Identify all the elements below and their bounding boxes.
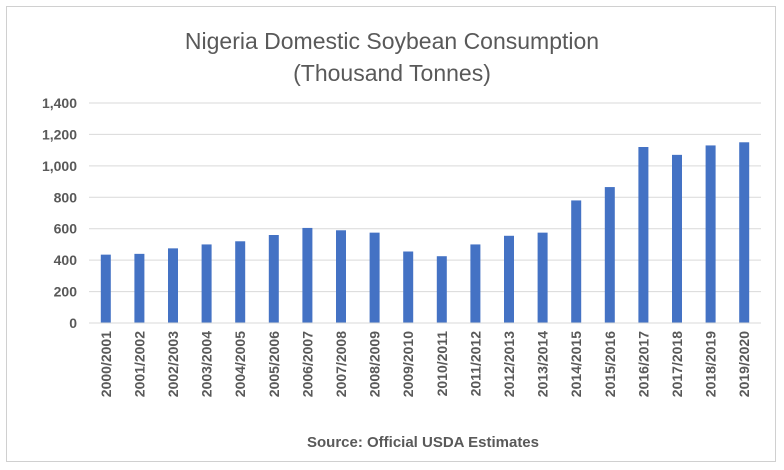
y-tick-label: 1,000 <box>42 158 77 174</box>
x-category-label: 2011/2012 <box>467 331 483 397</box>
bar-chart: Nigeria Domestic Soybean Consumption (Th… <box>42 28 761 451</box>
bar-2018-2019 <box>705 145 716 323</box>
x-category-label: 2018/2019 <box>703 331 719 397</box>
bar-2001-2002 <box>134 253 145 323</box>
bar-2017-2018 <box>672 154 682 323</box>
x-category-label: 2003/2004 <box>199 331 215 397</box>
x-category-label: 2013/2014 <box>535 331 551 397</box>
x-axis-categories: 2000/2001 2001/2002 2002/2003 2003/2004 2004… <box>98 331 752 397</box>
bar-2013-2014 <box>537 232 548 323</box>
x-category-label: 2007/2008 <box>333 331 349 397</box>
source-note: Source: Official USDA Estimates <box>307 434 539 451</box>
y-tick-label: 400 <box>54 252 78 268</box>
chart-subtitle: (Thousand Tonnes) <box>293 60 491 86</box>
bar-2004-2005 <box>235 241 246 323</box>
bar-2002-2003 <box>168 248 178 323</box>
x-category-label: 2015/2016 <box>602 331 618 397</box>
bar-2005-2006 <box>268 235 279 323</box>
x-category-label: 2016/2017 <box>635 331 651 397</box>
bar-2015-2016 <box>604 187 615 323</box>
x-category-label: 2009/2010 <box>400 331 416 397</box>
bar-2009-2010 <box>403 251 414 323</box>
x-category-label: 2014/2015 <box>568 331 584 397</box>
bar-2003-2004 <box>201 244 212 323</box>
y-tick-label: 800 <box>54 189 78 205</box>
chart-title: Nigeria Domestic Soybean Consumption <box>185 28 599 54</box>
x-category-label: 2012/2013 <box>501 331 517 397</box>
x-category-label: 2017/2018 <box>669 331 685 397</box>
x-category-label: 2006/2007 <box>299 331 315 397</box>
bar-2010-2011 <box>436 256 447 323</box>
y-axis-ticks: 0 200 400 600 800 1,000 1,200 1,400 <box>42 95 77 331</box>
bar-2008-2009 <box>369 232 380 323</box>
y-tick-label: 0 <box>69 315 77 331</box>
x-category-label: 2008/2009 <box>367 331 383 397</box>
bar-2000-2001 <box>100 254 111 323</box>
x-category-label: 2010/2011 <box>434 331 450 397</box>
y-tick-label: 1,400 <box>42 95 77 111</box>
bar-2011-2012 <box>470 244 481 323</box>
x-category-label: 2001/2002 <box>131 331 147 397</box>
x-category-label: 2005/2006 <box>266 331 282 397</box>
gridlines <box>89 102 761 293</box>
bar-2006-2007 <box>302 227 313 323</box>
chart-frame: Nigeria Domestic Soybean Consumption (Th… <box>6 6 776 462</box>
y-tick-label: 200 <box>54 284 78 300</box>
x-category-label: 2004/2005 <box>232 331 248 397</box>
bar-2016-2017 <box>638 147 649 323</box>
bar-2014-2015 <box>571 200 582 323</box>
bar-2007-2008 <box>336 230 346 323</box>
bar-2019-2020 <box>739 142 750 323</box>
x-category-label: 2000/2001 <box>98 331 114 397</box>
y-tick-label: 600 <box>54 221 78 237</box>
bar-2012-2013 <box>504 235 514 323</box>
x-category-label: 2002/2003 <box>165 331 181 397</box>
y-tick-label: 1,200 <box>42 126 77 142</box>
x-category-label: 2019/2020 <box>736 331 752 397</box>
bars <box>100 142 750 323</box>
